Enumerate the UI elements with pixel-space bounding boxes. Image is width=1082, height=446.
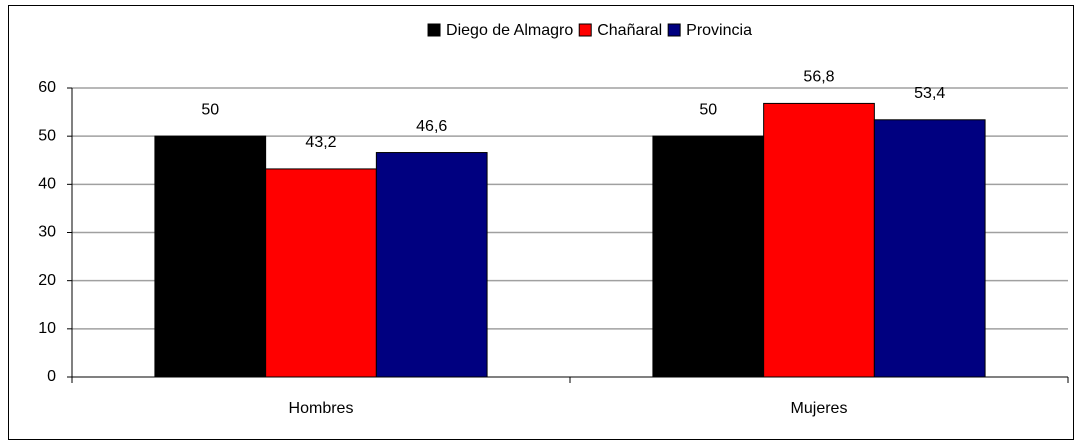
legend-label: Diego de Almagro bbox=[446, 22, 573, 39]
value-label: 50 bbox=[201, 101, 219, 118]
value-label: 53,4 bbox=[914, 85, 945, 102]
value-label: 43,2 bbox=[305, 134, 336, 151]
value-label: 50 bbox=[699, 101, 717, 118]
bar bbox=[873, 119, 986, 378]
x-tick-label: Hombres bbox=[289, 400, 354, 417]
legend-swatch bbox=[667, 23, 681, 37]
legend-label: Chañaral bbox=[597, 22, 662, 39]
y-tick-label: 40 bbox=[38, 176, 56, 193]
y-tick-label: 60 bbox=[38, 79, 56, 96]
y-tick-label: 50 bbox=[38, 127, 56, 144]
y-tick-label: 0 bbox=[47, 368, 56, 385]
y-tick-label: 20 bbox=[38, 272, 56, 289]
y-tick-label: 30 bbox=[38, 224, 56, 241]
y-tick-label: 10 bbox=[38, 320, 56, 337]
bar bbox=[375, 152, 488, 378]
bar bbox=[265, 168, 377, 378]
legend-swatch bbox=[427, 23, 441, 37]
value-label: 56,8 bbox=[803, 69, 834, 86]
bar bbox=[154, 135, 267, 378]
bar bbox=[652, 135, 765, 378]
x-tick-label: Mujeres bbox=[791, 400, 848, 417]
legend-swatch bbox=[578, 23, 592, 37]
bar bbox=[763, 102, 875, 378]
legend-label: Provincia bbox=[686, 22, 752, 39]
value-label: 46,6 bbox=[416, 118, 447, 135]
